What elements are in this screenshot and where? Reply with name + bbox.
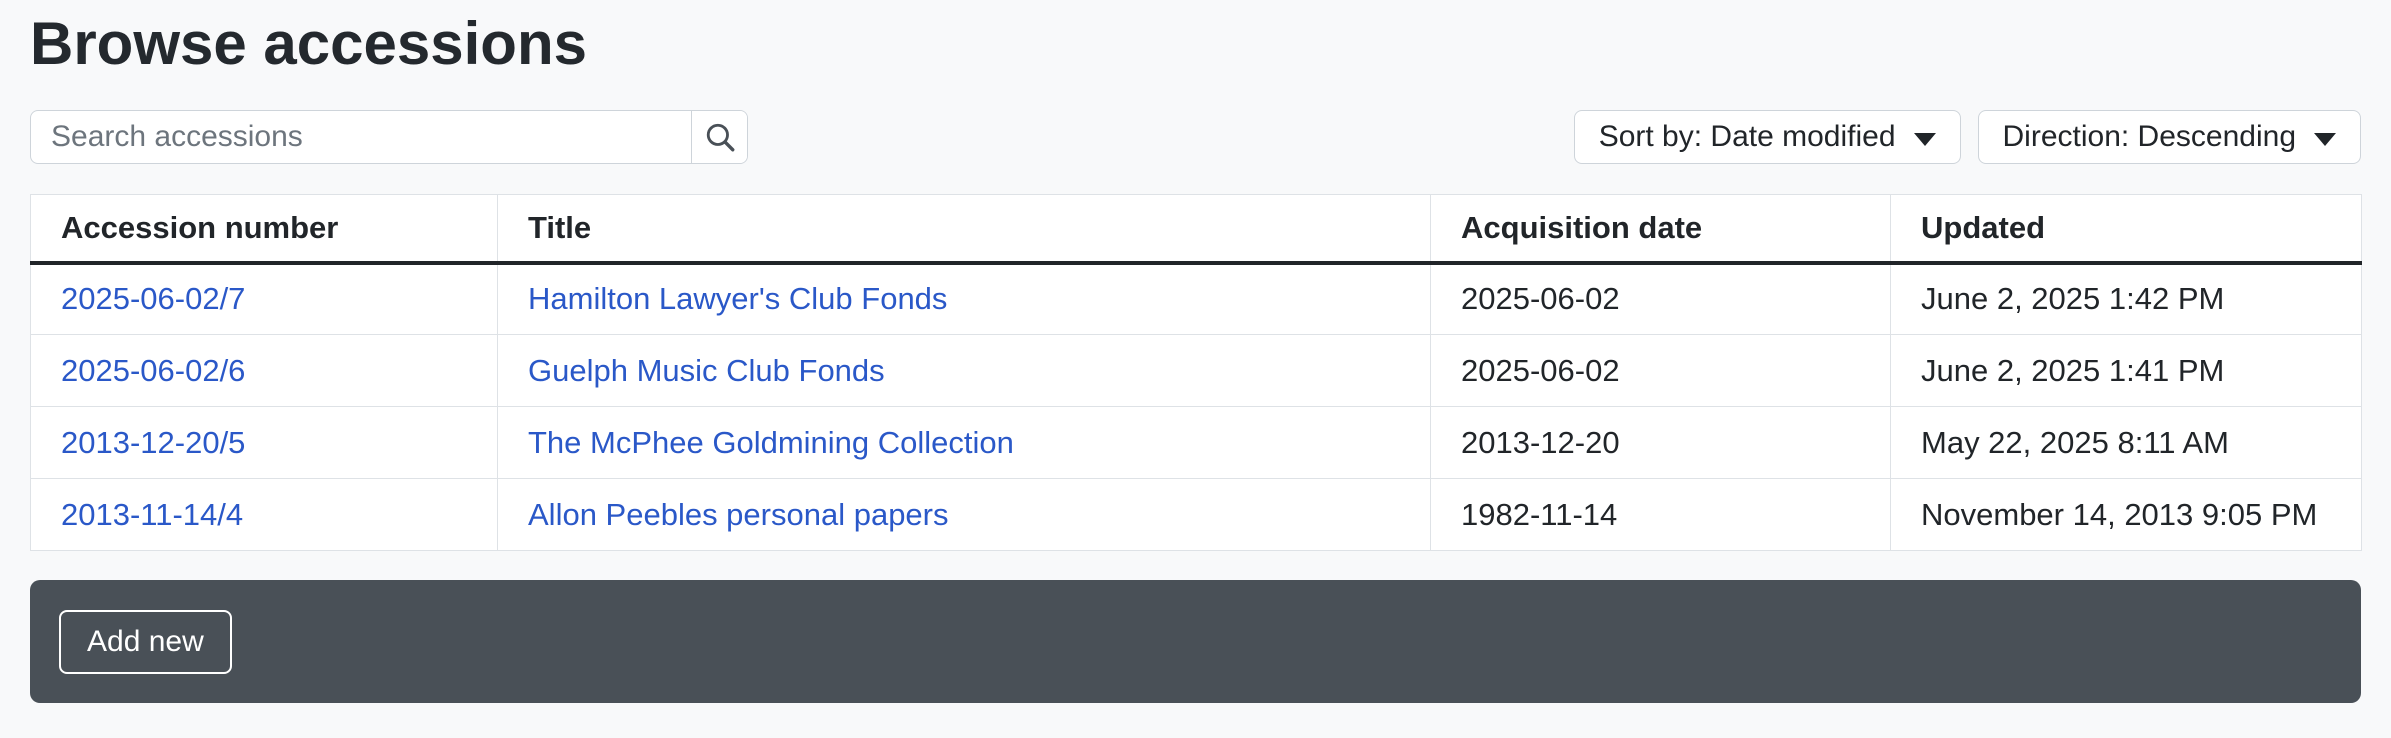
column-header-updated: Updated: [1890, 194, 2362, 265]
search-group: [30, 110, 748, 164]
accession-number-link[interactable]: 2025-06-02/7: [61, 281, 246, 317]
caret-down-icon: [2314, 132, 2336, 146]
table-row: 2025-06-02/7 Hamilton Lawyer's Club Fond…: [30, 262, 2362, 335]
direction-label: Direction: Descending: [2002, 120, 2296, 153]
accession-number-link[interactable]: 2013-12-20/5: [61, 424, 246, 460]
cell-accession-number: 2013-12-20/5: [30, 406, 498, 479]
controls-row: Sort by: Date modified Direction: Descen…: [30, 110, 2361, 164]
cell-updated: November 14, 2013 9:05 PM: [1890, 478, 2362, 551]
accession-number-link[interactable]: 2025-06-02/6: [61, 352, 246, 388]
table-row: 2013-11-14/4 Allon Peebles personal pape…: [30, 478, 2362, 551]
accession-title-link[interactable]: The McPhee Goldmining Collection: [528, 424, 1014, 460]
column-header-acquisition-date: Acquisition date: [1430, 194, 1891, 265]
table-row: 2013-12-20/5 The McPhee Goldmining Colle…: [30, 406, 2362, 479]
column-header-title: Title: [497, 194, 1431, 265]
cell-accession-number: 2013-11-14/4: [30, 478, 498, 551]
accession-number-link[interactable]: 2013-11-14/4: [61, 496, 244, 532]
search-input[interactable]: [31, 111, 691, 163]
table-row: 2025-06-02/6 Guelph Music Club Fonds 202…: [30, 334, 2362, 407]
cell-updated: May 22, 2025 8:11 AM: [1890, 406, 2362, 479]
sort-by-dropdown[interactable]: Sort by: Date modified: [1573, 110, 1961, 164]
accessions-table-body: 2025-06-02/7 Hamilton Lawyer's Club Fond…: [30, 262, 2362, 551]
accessions-table-head: Accession number Title Acquisition date …: [30, 194, 2362, 265]
cell-updated: June 2, 2025 1:41 PM: [1890, 334, 2362, 407]
cell-acquisition-date: 1982-11-14: [1430, 478, 1891, 551]
sort-by-label: Sort by: Date modified: [1598, 120, 1896, 153]
direction-dropdown[interactable]: Direction: Descending: [1977, 110, 2361, 164]
cell-title: Hamilton Lawyer's Club Fonds: [497, 262, 1431, 335]
caret-down-icon: [1913, 132, 1936, 146]
cell-accession-number: 2025-06-02/6: [30, 334, 498, 407]
cell-updated: June 2, 2025 1:42 PM: [1890, 262, 2362, 335]
search-button[interactable]: [691, 111, 747, 163]
add-new-button[interactable]: Add new: [59, 609, 232, 674]
search-icon: [703, 120, 737, 154]
cell-acquisition-date: 2025-06-02: [1430, 262, 1891, 335]
cell-title: Allon Peebles personal papers: [497, 478, 1431, 551]
accessions-table: Accession number Title Acquisition date …: [30, 194, 2362, 551]
actions-bar: Add new: [30, 580, 2361, 703]
page-container: Browse accessions Sort by: Date modified…: [30, 10, 2362, 703]
cell-accession-number: 2025-06-02/7: [30, 262, 498, 335]
accession-title-link[interactable]: Guelph Music Club Fonds: [528, 352, 885, 388]
column-header-accession-number: Accession number: [30, 194, 498, 265]
accession-title-link[interactable]: Hamilton Lawyer's Club Fonds: [528, 281, 948, 317]
page-title: Browse accessions: [30, 10, 587, 77]
cell-title: The McPhee Goldmining Collection: [497, 406, 1431, 479]
cell-title: Guelph Music Club Fonds: [497, 334, 1431, 407]
cell-acquisition-date: 2013-12-20: [1430, 406, 1891, 479]
sort-controls: Sort by: Date modified Direction: Descen…: [1573, 110, 2361, 164]
cell-acquisition-date: 2025-06-02: [1430, 334, 1891, 407]
header-row: Accession number Title Acquisition date …: [30, 194, 2362, 265]
accession-title-link[interactable]: Allon Peebles personal papers: [528, 496, 949, 532]
